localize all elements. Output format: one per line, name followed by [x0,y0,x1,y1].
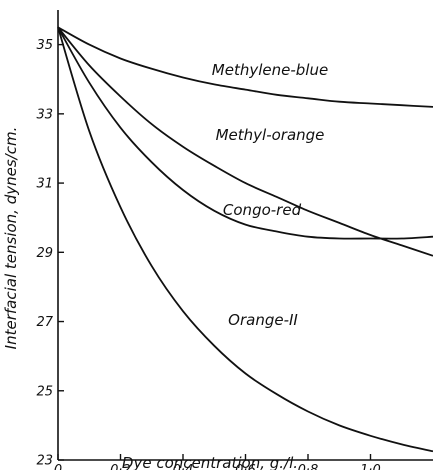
axis-ticks: 23 25 27 29 31 33 35 0 0·2 0·4 0·6 0·8 1·0 [36,38,380,470]
y-tick-label: 27 [36,315,53,330]
x-tick-label: 0·8 [298,463,319,470]
series-curves [57,26,433,453]
x-tick-label: 0·4 [173,463,194,470]
methyl-orange-curve [57,26,433,257]
y-tick-label: 33 [36,107,53,122]
y-tick-label: 25 [36,384,53,399]
x-tick-label: 0·2 [110,463,131,470]
x-tick-label: 1·0 [360,463,381,470]
y-tick-label: 29 [36,246,53,261]
y-tick-label: 31 [36,177,53,192]
orange-ii-label: Orange-II [228,311,298,329]
y-axis-label: Interfacial tension, dynes/cm. [2,127,20,350]
methylene-blue-label: Methylene-blue [212,61,328,79]
x-tick-label: 0 [54,463,62,470]
series-labels: Methylene-blue Methyl-orange Congo-red Oran… [212,61,328,329]
y-tick-label: 35 [36,38,53,53]
congo-red-label: Congo-red [223,201,302,219]
methylene-blue-curve [57,26,433,108]
y-tick-label: 23 [36,454,53,469]
congo-red-curve [57,26,433,240]
orange-ii-curve [57,27,433,453]
x-axis-label: Dye concentration, g./l. [122,454,298,470]
x-tick-label: 0·6 [235,463,256,470]
methyl-orange-label: Methyl-orange [216,126,325,144]
